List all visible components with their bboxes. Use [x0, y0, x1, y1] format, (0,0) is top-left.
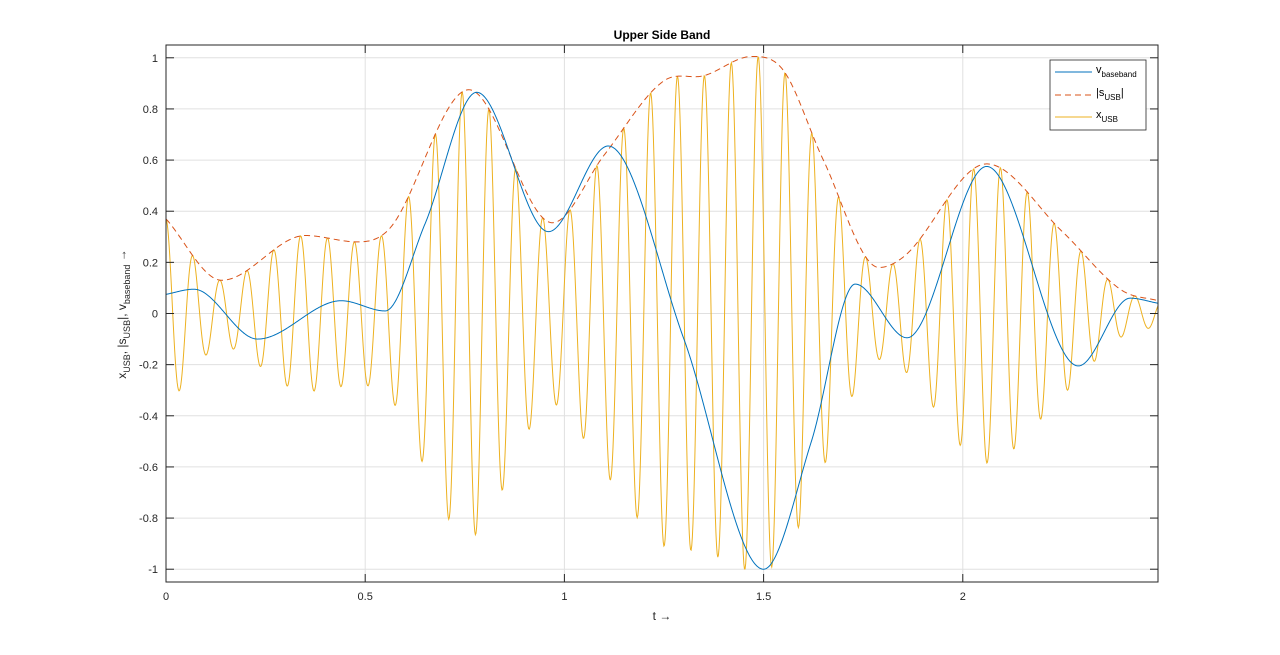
y-tick-label: -0.4 — [139, 411, 158, 423]
legend-item-s-usb: |sUSB| — [1055, 87, 1124, 102]
y-tick-label: 0 — [152, 309, 158, 321]
series-s-usb-envelope — [166, 56, 1158, 302]
y-tick-label: 0.6 — [143, 155, 158, 167]
ylabel-v: |, v — [115, 304, 129, 320]
svg-text:vbaseband: vbaseband — [1096, 64, 1137, 79]
x-tick-label: 1 — [561, 591, 567, 603]
legend-item-x-usb: xUSB — [1055, 109, 1118, 124]
plot-lines — [166, 56, 1158, 570]
ylabel-s: , |s — [115, 338, 129, 354]
y-tick-label: -0.2 — [139, 360, 158, 372]
x-tick-label: 0.5 — [358, 591, 373, 603]
y-axis-label: xUSB, |sUSB|, vbaseband → — [115, 249, 132, 379]
x-tick-label: 2 — [960, 591, 966, 603]
series-x-usb — [166, 56, 1158, 570]
svg-text:|sUSB|: |sUSB| — [1096, 87, 1124, 102]
x-axis-label: t → — [653, 609, 672, 623]
y-tick-label: 0.8 — [143, 104, 158, 116]
plot-axes: 0 0.5 1 1.5 2 -1 -0.8 -0.6 -0.4 -0.2 0 0.2 0.4 0.6 0.8… — [139, 44, 1159, 603]
ylabel-sub-usb-2: USB — [122, 320, 132, 339]
y-tick-label: -0.6 — [139, 462, 158, 474]
x-tick-label: 1.5 — [756, 591, 771, 603]
y-tick-label: -1 — [148, 564, 158, 576]
y-tick-label: 0.2 — [143, 257, 158, 269]
chart-title: Upper Side Band — [614, 28, 711, 42]
ylabel-x: x — [115, 373, 129, 379]
legend[interactable]: vbaseband |sUSB| xUSB — [1049, 59, 1147, 131]
x-tick-label: 0 — [163, 591, 169, 603]
series-v-baseband — [166, 91, 1158, 570]
svg-text:xUSB, |sUSB|, vbaseband →: xUSB, |sUSB|, vbaseband → — [115, 249, 132, 379]
legend-item-v-baseband: vbaseband — [1055, 64, 1137, 79]
y-tick-label: 0.4 — [143, 206, 158, 218]
ylabel-arrow: → — [115, 249, 129, 264]
axis-ticks — [165, 45, 1158, 582]
y-tick-label: 1 — [152, 53, 158, 65]
ylabel-sub-usb-1: USB — [122, 354, 132, 373]
y-tick-label: -0.8 — [139, 513, 158, 525]
ylabel-sub-baseband: baseband — [122, 265, 132, 305]
tick-labels: 0 0.5 1 1.5 2 -1 -0.8 -0.6 -0.4 -0.2 0 0.2 0.4 0.6 0.8… — [139, 53, 966, 603]
svg-text:xUSB: xUSB — [1096, 109, 1118, 124]
